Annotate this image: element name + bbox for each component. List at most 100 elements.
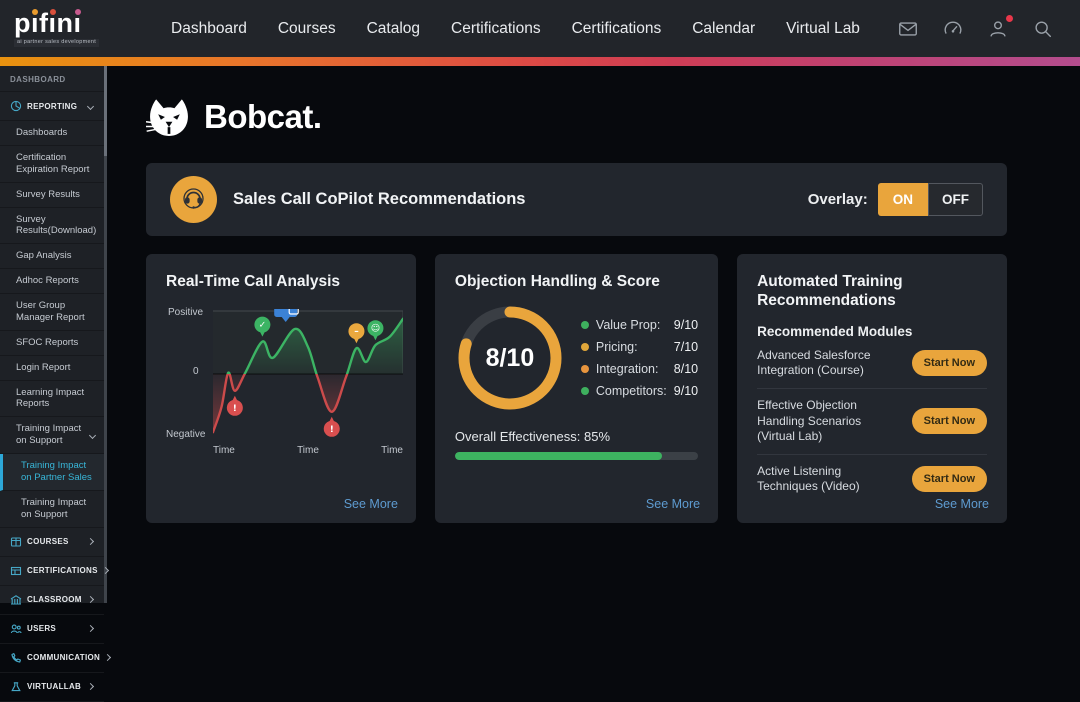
card-title: Automated Training Recommendations [757, 273, 903, 310]
nav-certifications-1[interactable]: Certifications [451, 19, 541, 37]
sidebar-item-label: CERTIFICATIONS [27, 566, 98, 575]
bobcat-head-icon [146, 98, 188, 136]
legend-label: Pricing: [595, 340, 638, 355]
gauge-icon[interactable] [942, 18, 964, 40]
overlay-on-button[interactable]: ON [877, 183, 928, 216]
sidebar-scrollbar[interactable] [104, 66, 107, 156]
nav-icon-group [897, 14, 1054, 40]
sentiment-line-plot: ! ✓! – ☺ [213, 309, 403, 438]
nav-dashboard[interactable]: Dashboard [171, 19, 247, 37]
legend-value: 9/10 [673, 384, 699, 399]
headset-icon [170, 176, 217, 223]
sidebar-item-certification-expiration-report[interactable]: Certification Expiration Report [0, 146, 104, 183]
legend-value: 9/10 [673, 318, 699, 333]
sidebar-item-virtuallab[interactable]: VIRTUALLAB [0, 673, 104, 702]
legend-dot [580, 365, 589, 374]
start-now-button[interactable]: Start Now [911, 466, 988, 493]
see-more-link[interactable]: See More [343, 497, 398, 511]
mail-icon[interactable] [897, 18, 919, 40]
nav-courses[interactable]: Courses [277, 19, 336, 37]
score-row: 8/10 Value Prop: 9/10 Pricing: [455, 303, 698, 413]
sidebar-item-label: REPORTING [27, 101, 78, 111]
chevron-down-icon [88, 431, 97, 439]
module-name: Effective Objection Handling Scenarios (… [757, 397, 862, 444]
sidebar-item-training-impact-on-support[interactable]: Training Impact on Support [0, 417, 104, 454]
sidebar-item-label: COMMUNICATION [27, 653, 101, 662]
sidebar-item-label: Learning Impact Reports [16, 386, 85, 410]
effectiveness-progress-track [454, 452, 699, 461]
sidebar-item-gap-analysis[interactable]: Gap Analysis [0, 244, 104, 270]
legend-value: 7/10 [673, 340, 699, 355]
sidebar-item-label: SFOC Reports [16, 336, 79, 348]
nav-virtual-lab[interactable]: Virtual Lab [786, 19, 860, 37]
sidebar-item-certifications[interactable]: CERTIFICATIONS [0, 557, 109, 586]
profile-icon[interactable] [987, 14, 1013, 40]
card-title: Real-Time Call Analysis [166, 273, 341, 290]
overlay-toggle: ON OFF [877, 183, 983, 216]
chevron-down-icon [86, 102, 95, 110]
module-name: Active Listening Techniques (Video) [757, 463, 860, 494]
bobcat-wordmark: Bobcat. [204, 97, 322, 135]
y-axis-label-zero: 0 [193, 366, 199, 378]
nav-certifications-2[interactable]: Certifications [571, 19, 662, 37]
sidebar-item-survey-results[interactable]: Survey Results [0, 183, 104, 208]
sidebar-item-sfoc-reports[interactable]: SFOC Reports [0, 331, 104, 356]
search-icon[interactable] [1032, 18, 1054, 40]
chevron-right-icon [86, 624, 95, 633]
top-nav: p ı f ı n ı ai partner sales development… [0, 0, 1080, 57]
nav-calendar[interactable]: Calendar [692, 19, 756, 37]
sidebar: DASHBOARD REPORTING Dashboards Certifica… [0, 66, 112, 702]
logo-letter: p [14, 8, 31, 39]
nav-catalog[interactable]: Catalog [366, 19, 421, 37]
building-icon [10, 594, 22, 606]
sidebar-item-label: User Group Manager Report [16, 300, 85, 323]
objection-handling-score-card: Objection Handling & Score 8/10 [434, 254, 719, 523]
copilot-title: Sales Call CoPilot Recommendations [233, 190, 526, 208]
phone-icon [10, 652, 22, 664]
overlay-toggle-group: Overlay: ON OFF [808, 183, 983, 216]
sidebar-item-classroom[interactable]: CLASSROOM [0, 586, 104, 615]
legend-row: Pricing: 7/10 [580, 340, 699, 355]
chevron-right-icon [86, 537, 95, 546]
sidebar-item-login-report[interactable]: Login Report [0, 356, 104, 381]
sidebar-item-dashboard[interactable]: DASHBOARD [0, 66, 104, 92]
overlay-off-button[interactable]: OFF [928, 183, 983, 216]
overlay-label: Overlay: [807, 191, 868, 208]
x-axis-label-time: Time [381, 445, 403, 457]
effectiveness-progress-fill [454, 452, 662, 461]
book-icon [10, 536, 22, 548]
sidebar-item-survey-results-download[interactable]: Survey Results(Download) [0, 208, 104, 245]
smile-marker: ☺ [367, 320, 384, 341]
certificate-icon [10, 565, 22, 577]
start-now-button[interactable]: Start Now [911, 408, 988, 435]
svg-text:☺: ☺ [371, 324, 380, 335]
automated-training-recommendations-card: Automated Training Recommendations Recom… [737, 254, 1008, 523]
sidebar-item-label: COURSES [27, 537, 69, 546]
pifini-logo[interactable]: p ı f ı n ı ai partner sales development [14, 8, 100, 47]
sidebar-item-users[interactable]: USERS [0, 615, 104, 644]
sidebar-item-training-impact-on-support-2[interactable]: Training Impact on Support [0, 491, 104, 528]
logo-letter: ı [31, 8, 40, 39]
sidebar-item-communication[interactable]: COMMUNICATION [0, 644, 112, 673]
sidebar-item-adhoc-reports[interactable]: Adhoc Reports [0, 269, 104, 294]
start-now-button[interactable]: Start Now [911, 350, 988, 377]
module-row: Effective Objection Handling Scenarios (… [757, 389, 988, 455]
users-icon [10, 623, 22, 635]
sidebar-item-label: Login Report [16, 361, 71, 373]
sidebar-item-learning-impact-reports[interactable]: Learning Impact Reports [0, 381, 104, 418]
main-content: Bobcat. Sales Call CoPilot Recommendatio… [107, 66, 1080, 603]
y-axis-label-negative: Negative [166, 429, 206, 441]
sidebar-item-training-impact-on-partner-sales[interactable]: Training Impact on Partner Sales [0, 454, 104, 491]
score-legend: Value Prop: 9/10 Pricing: 7/10 Integrati… [580, 318, 699, 399]
legend-row: Value Prop: 9/10 [580, 318, 699, 333]
sidebar-item-user-group-manager-report[interactable]: User Group Manager Report [0, 294, 104, 331]
chevron-right-icon [86, 682, 95, 691]
sidebar-item-reporting[interactable]: REPORTING [0, 92, 104, 121]
see-more-link[interactable]: See More [645, 497, 701, 511]
legend-value: 8/10 [673, 362, 699, 377]
sidebar-item-label: Dashboards [16, 127, 68, 138]
svg-text:!: ! [330, 425, 334, 435]
sidebar-item-dashboards[interactable]: Dashboards [0, 121, 104, 146]
sidebar-item-courses[interactable]: COURSES [0, 528, 104, 557]
see-more-link[interactable]: See More [934, 497, 990, 511]
